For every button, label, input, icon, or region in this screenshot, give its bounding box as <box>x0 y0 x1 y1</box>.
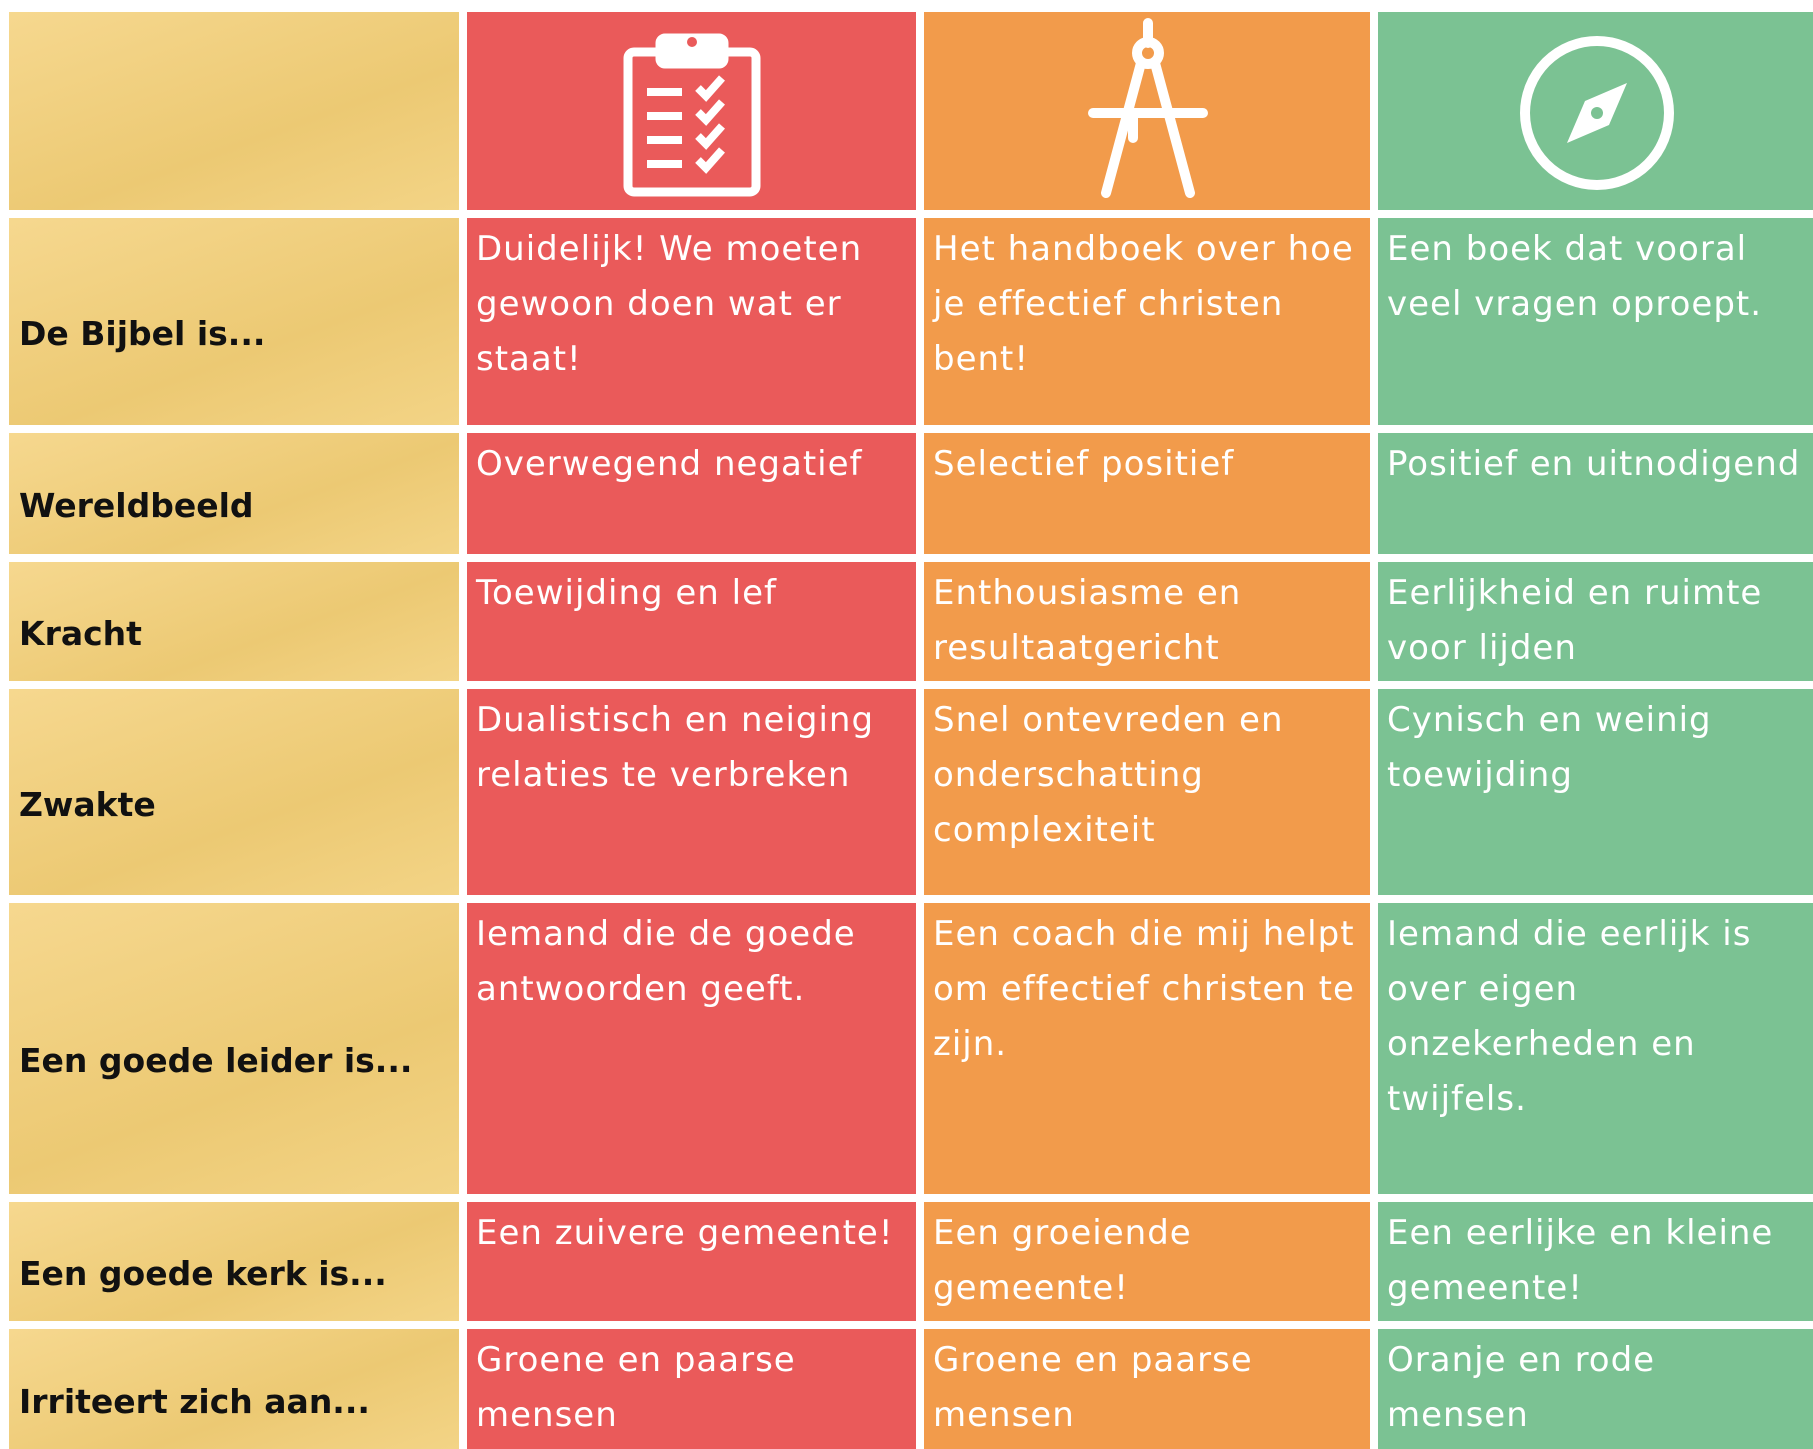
row-label: De Bijbel is... <box>9 218 459 425</box>
cell: Oranje en rode mensen <box>1378 1329 1813 1449</box>
cell: Een groeiende gemeente! <box>924 1202 1370 1321</box>
comparison-table: De Bijbel is... Duidelijk! We moeten gewo… <box>9 12 1813 1449</box>
row-label: Irriteert zich aan... <box>9 1329 459 1449</box>
navigation-icon <box>1520 36 1674 190</box>
header-red <box>467 12 916 210</box>
cell: Dualistisch en neiging relaties te verbr… <box>467 689 916 895</box>
row-label: Een goede kerk is... <box>9 1202 459 1321</box>
row-label: Wereldbeeld <box>9 433 459 554</box>
cell: Een zuivere gemeente! <box>467 1202 916 1321</box>
cell: Iemand die eerlijk is over eigen onzeker… <box>1378 903 1813 1194</box>
row-label: Een goede leider is... <box>9 903 459 1194</box>
cell: Een coach die mij helpt om effectief chr… <box>924 903 1370 1194</box>
cell: Enthousiasme en resultaatgericht <box>924 562 1370 681</box>
row-label: Kracht <box>9 562 459 681</box>
cell: Iemand die de goede antwoorden geeft. <box>467 903 916 1194</box>
header-orange <box>924 12 1370 210</box>
cell: Een boek dat vooral veel vragen oproept. <box>1378 218 1813 425</box>
compass-tool-icon <box>1087 18 1208 198</box>
cell: Een eerlijke en kleine gemeente! <box>1378 1202 1813 1321</box>
cell: Het handboek over hoe je effectief chris… <box>924 218 1370 425</box>
clipboard-icon <box>623 33 761 197</box>
cell: Duidelijk! We moeten gewoon doen wat er … <box>467 218 916 425</box>
header-empty <box>9 12 459 210</box>
cell: Eerlijkheid en ruimte voor lijden <box>1378 562 1813 681</box>
cell: Cynisch en weinig toewijding <box>1378 689 1813 895</box>
row-label: Zwakte <box>9 689 459 895</box>
cell: Positief en uitnodigend <box>1378 433 1813 554</box>
cell: Overwegend negatief <box>467 433 916 554</box>
cell: Toewijding en lef <box>467 562 916 681</box>
cell: Snel ontevreden en onderschatting comple… <box>924 689 1370 895</box>
cell: Groene en paarse mensen <box>467 1329 916 1449</box>
cell: Groene en paarse mensen <box>924 1329 1370 1449</box>
header-green <box>1378 12 1813 210</box>
cell: Selectief positief <box>924 433 1370 554</box>
